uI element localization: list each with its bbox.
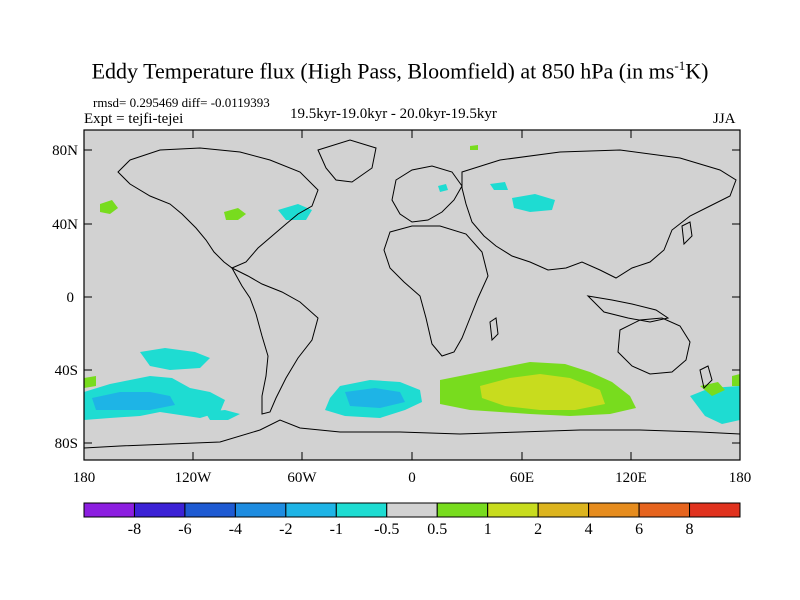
lon-label: 120W [175,470,213,486]
colorbar-label: -0.5 [374,521,400,538]
colorbar-box [638,502,691,518]
colorbar-label: 4 [584,521,593,538]
patch-s-pacific-small [205,410,240,420]
coast-south-america [230,266,319,415]
coast-indonesia [586,295,670,323]
coast-madagascar [489,317,499,342]
anomaly-patches [84,145,740,424]
coast-japan [681,221,693,246]
lon-label: 0 [408,470,416,486]
patch-south-indian-core [480,374,605,410]
lat-label: 40S [55,363,78,379]
colorbar-box [234,502,287,518]
chart-title: Eddy Temperature flux (High Pass, Bloomf… [91,58,709,84]
experiment-label: Expt = tejfi-tejei [84,111,184,127]
lat-labels: 80N 40N 0 40S 80S [52,143,78,452]
patch-south-pacific-core [92,392,175,410]
colorbar-box [335,502,388,518]
patch-e-border [732,374,740,386]
coast-antarctica [83,419,741,449]
patch-n-america [224,208,246,220]
stats-text: rmsd= 0.295469 diff= -0.0119393 [93,95,270,110]
lon-label: 180 [729,470,752,486]
patch-east-indian [690,386,740,424]
coast-africa [383,225,489,357]
colorbar-box [386,502,438,518]
colorbar-label: 8 [685,521,694,538]
patch-asia [512,194,555,212]
patch-sw-atlantic [84,376,96,388]
colorbar-label: -4 [228,521,243,538]
season-label: JJA [713,111,736,127]
colorbar-label: -8 [127,521,142,538]
lat-label: 80N [52,143,78,159]
coast-asia [461,149,737,279]
patch-arctic-green [470,145,478,150]
patch-n-europe [438,184,448,192]
colorbar-box [184,502,236,518]
colorbar-box [689,502,741,518]
period-label: 19.5kyr-19.0kyr - 20.0kyr-19.5kyr [290,106,497,122]
patch-siberia [490,182,508,190]
lon-label: 60E [510,470,534,486]
coast-europe [391,165,463,223]
colorbar-label: 2 [534,521,543,538]
lon-label: 60W [287,470,317,486]
colorbar-box [133,502,186,518]
coastlines [83,139,741,449]
colorbar-box [436,502,489,518]
colorbar-box [285,502,337,518]
patch-n-atlantic [278,204,312,220]
colorbar-label: -2 [279,521,293,538]
coast-new-zealand [699,365,713,389]
tick-marks [84,130,740,460]
lon-labels: 180 120W 60W 0 60E 120E 180 [73,470,752,486]
lat-label: 0 [67,290,75,306]
colorbar-box [83,502,135,518]
patch-south-pacific-north [140,348,210,370]
patch-north-pacific [100,200,118,214]
coast-greenland [317,139,377,183]
colorbar-box [487,502,539,518]
patch-south-atlantic-core [345,388,405,408]
coast-north-america [117,147,319,269]
lat-label: 40N [52,217,78,233]
colorbar-label: -1 [329,521,343,538]
colorbar-label: -6 [178,521,192,538]
lon-label: 180 [73,470,96,486]
lon-label: 120E [615,470,647,486]
colorbar-label: 6 [635,521,644,538]
colorbar-label: 1 [483,521,492,538]
lat-label: 80S [55,436,78,452]
colorbar-label: 0.5 [427,521,448,538]
colorbar-box [588,502,640,518]
colorbar-box [537,502,590,518]
coast-australia [617,317,691,375]
